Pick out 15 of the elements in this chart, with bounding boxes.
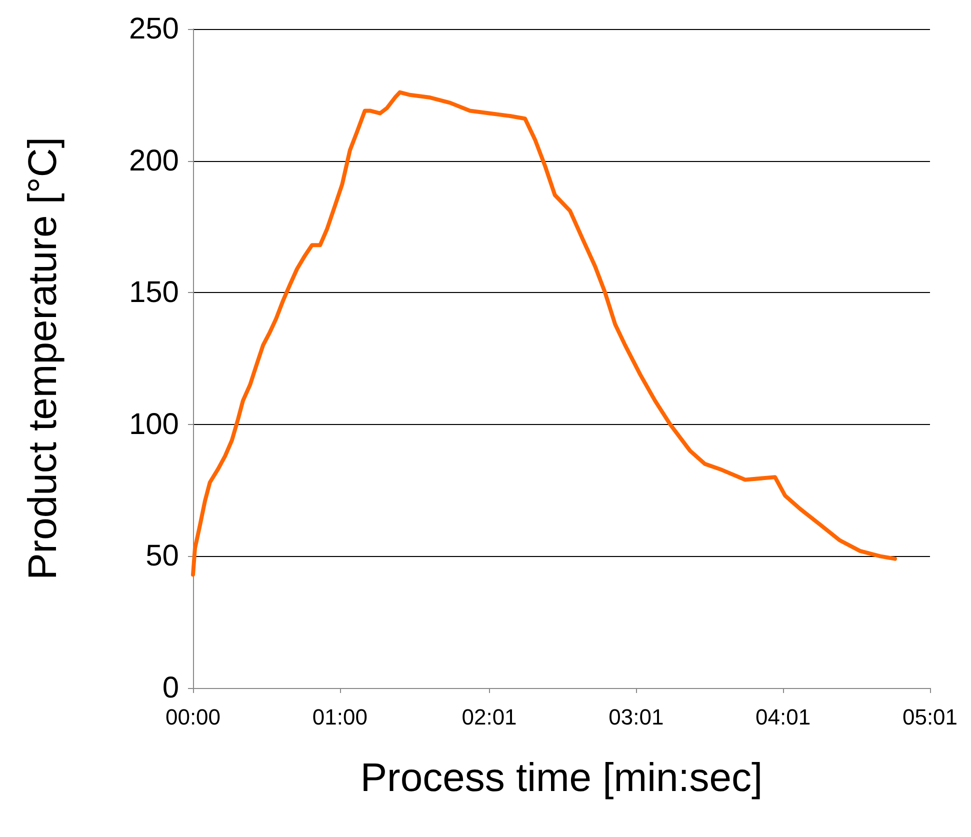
x-tick-label: 03:01 (608, 704, 664, 730)
x-tick-label: 02:01 (462, 704, 517, 730)
y-tick-label: 0 (162, 672, 179, 704)
y-tick-label: 250 (128, 12, 179, 46)
x-tick-label: 01:00 (312, 704, 368, 730)
x-axis-title: Process time [min:sec] (360, 756, 763, 800)
x-tick-label: 04:01 (756, 704, 811, 730)
x-tick-label: 00:00 (165, 704, 221, 730)
y-axis-title: Product temperature [°C] (21, 137, 65, 580)
x-tick-label: 05:01 (902, 704, 958, 730)
y-tick-label: 200 (128, 144, 179, 178)
line-series (191, 90, 897, 577)
y-tick-label: 150 (128, 276, 179, 310)
y-tick-label: 50 (146, 540, 179, 573)
y-tick-label: 100 (128, 408, 179, 441)
